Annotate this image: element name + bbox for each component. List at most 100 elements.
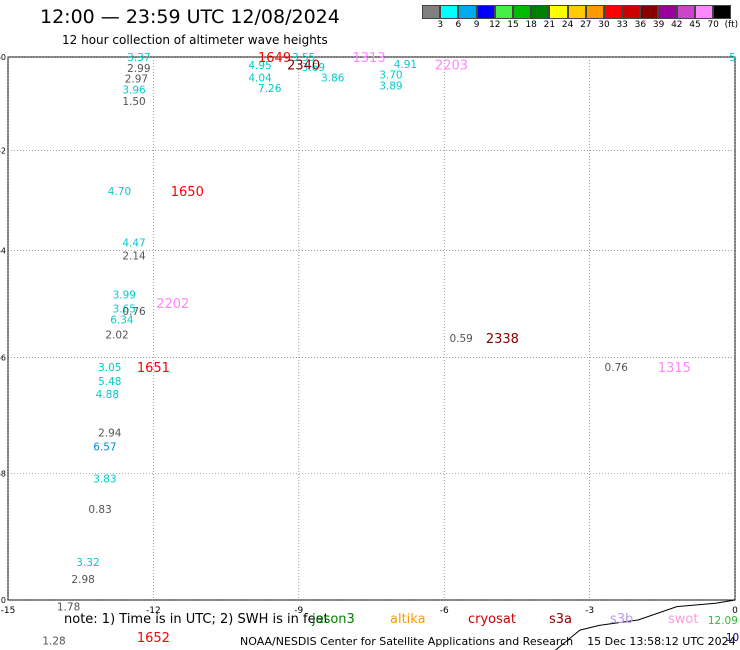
wave-height-value: 2.94 [98,427,122,439]
lon-tick-label: -3 [585,606,594,616]
legend-labels: 3 6 9 12 15 18 21 24 27 30 33 36 39 42 45 70 (ft) [422,20,740,32]
wave-height-value: 3.55 [292,52,315,64]
satellite-label: s3a [549,612,573,627]
legend-swatch [713,5,732,19]
wave-height-value: 0.59 [449,333,472,345]
wave-height-value: 4.91 [394,59,417,71]
legend-swatch [567,5,586,19]
wave-height-value: 0.76 [605,362,629,374]
wave-height-value: 3.05 [98,362,121,374]
time-label: 2340 [287,58,320,73]
lat-tick-label: -70 [0,596,6,605]
wave-height-value: 2.99 [127,63,150,75]
map-subtitle: 12 hour collection of altimeter wave hei… [62,33,328,47]
legend-swatch [622,5,641,19]
wave-height-value: 3.89 [379,80,402,92]
footer-credit: NOAA/NESDIS Center for Satellite Applica… [240,635,736,648]
legend-swatches [422,5,732,19]
legend-swatch [476,5,495,19]
legend-swatch [676,5,695,19]
wave-height-value: 1.28 [42,635,65,647]
satellite-label: altika [390,612,426,627]
time-label: 2202 [156,297,189,312]
wave-height-value: 4.70 [108,186,131,198]
legend-label: 33 [616,20,628,30]
wave-height-value: 3.83 [93,473,116,485]
lat-tick-label: -66 [0,354,6,363]
legend-label: 36 [634,20,647,30]
wave-height-value: 10 [726,632,739,644]
satellite-label: swot [668,612,699,627]
wave-height-value: 5.48 [98,376,121,388]
wave-height-value: 3.70 [379,69,402,81]
lat-tick-label: -62 [0,146,6,155]
legend-swatch [603,5,623,19]
legend-swatch [494,5,513,19]
footer-note: note: 1) Time is in UTC; 2) SWH is in fe… [64,612,329,627]
legend-label: 9 [473,20,480,30]
legend-label: 3 [437,20,444,30]
wave-height-value: 12.09 [708,615,738,627]
lat-tick-label: -64 [0,246,6,255]
wave-height-value: 7.26 [258,83,282,95]
satellite-label: jason3 [312,612,355,627]
time-label: 2338 [486,332,519,347]
time-label: 2203 [435,59,468,74]
legend-label: 70 [707,20,719,30]
legend-swatch [658,5,677,19]
time-label: 1315 [658,361,691,376]
wave-height-value: 2.98 [71,574,94,586]
legend-swatch [585,5,604,19]
legend-label: 39 [652,20,665,30]
coastline [554,599,736,650]
time-label: 1649 [258,51,291,66]
legend-swatch [694,5,713,19]
legend-label: 15 [507,20,519,30]
time-label: 1651 [137,361,170,376]
legend-label: 21 [543,20,556,30]
legend-label: 6 [455,20,462,30]
wave-height-value: 0.76 [122,306,146,318]
wave-height-value: 6.57 [93,442,116,454]
legend-swatch [512,5,532,19]
legend-label: 12 [489,20,501,30]
wave-height-value: 0.83 [88,504,111,516]
time-label: 1313 [353,51,386,66]
lon-tick-label: -15 [1,606,16,616]
lon-tick-label: -12 [146,606,161,616]
wave-height-value: 3.86 [321,73,345,85]
time-label: 1650 [171,185,204,200]
legend-label: 18 [525,20,537,30]
legend-swatch [531,5,550,19]
wave-height-value: 3.65 [113,303,136,315]
legend-swatch [640,5,659,19]
satellite-label: cryosat [468,612,516,627]
lat-tick-label: -68 [0,470,6,479]
wave-height-value: 6.34 [110,315,134,327]
legend-swatch [440,5,459,19]
satellite-legend: jason3 altika cryosat s3a s3b swot [0,612,740,630]
legend-swatch [422,5,441,19]
wave-height-value: 2.02 [105,329,128,341]
lat-tick-label: -60 [0,53,6,62]
wave-height-value: 3.96 [122,85,146,97]
wave-height-value: 4.47 [122,238,145,250]
wave-height-value: 3.99 [113,289,136,301]
wave-height-value: 1.50 [122,96,145,108]
lon-tick-label: -9 [294,606,303,616]
wave-height-value: 3.69 [302,62,325,74]
wave-height-value: 3.32 [76,557,99,569]
wave-height-value: 5 [729,52,736,64]
wave-height-value: 4.88 [96,389,119,401]
legend-swatch [549,5,568,19]
legend-label: 30 [598,20,610,30]
wave-height-value: 2.14 [122,250,146,262]
wave-height-value: 1.78 [57,602,80,614]
legend-label: 27 [580,20,592,30]
lon-tick-label: -6 [440,606,449,616]
map-title: 12:00 — 23:59 UTC 12/08/2024 [40,6,340,28]
wave-height-value: 2.97 [125,73,148,85]
wave-height-value: 4.95 [248,60,271,72]
satellite-label: s3b [610,612,634,627]
